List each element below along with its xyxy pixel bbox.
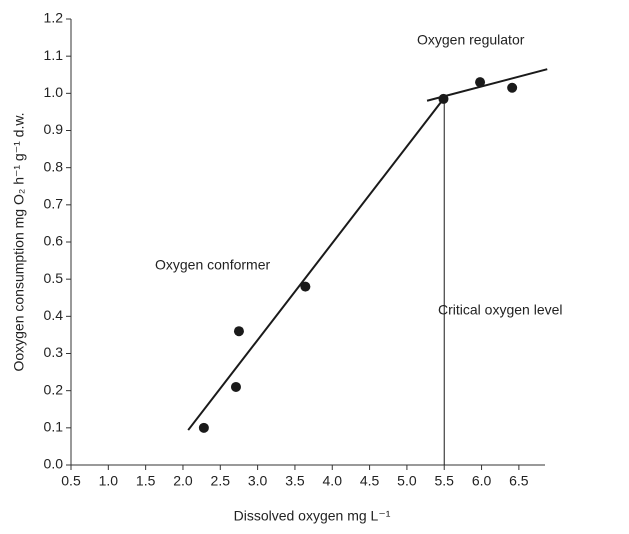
y-tick-label: 0.3 <box>44 344 64 360</box>
y-tick-label: 0.4 <box>44 307 64 323</box>
y-tick-label: 0.9 <box>44 121 64 137</box>
x-tick-label: 2.0 <box>173 473 193 489</box>
annotation: Oxygen conformer <box>155 257 270 273</box>
y-tick-label: 0.2 <box>44 381 64 397</box>
x-tick-label: 4.5 <box>360 473 380 489</box>
x-tick-label: 1.5 <box>136 473 156 489</box>
fit-line <box>187 98 445 431</box>
data-point <box>507 82 518 93</box>
x-tick-label: 4.0 <box>323 473 343 489</box>
data-point <box>300 281 311 292</box>
x-tick-label: 1.0 <box>99 473 119 489</box>
x-tick-label: 6.5 <box>509 473 529 489</box>
y-tick-label: 1.0 <box>44 84 64 100</box>
y-tick-label: 0.0 <box>44 456 64 472</box>
y-axis-label: Ooxygen consumption mg O₂ h⁻¹ g⁻¹ d.w. <box>11 112 27 371</box>
data-point <box>198 422 209 433</box>
data-point <box>438 93 449 104</box>
x-tick-label: 0.5 <box>61 473 81 489</box>
y-tick-label: 0.5 <box>44 270 64 286</box>
data-point <box>475 77 486 88</box>
y-tick-label: 0.7 <box>44 196 64 212</box>
x-axis-label: Dissolved oxygen mg L⁻¹ <box>234 508 391 524</box>
x-tick-label: 5.0 <box>397 473 417 489</box>
y-tick-label: 1.2 <box>44 10 64 26</box>
x-tick-label: 3.5 <box>285 473 305 489</box>
data-point <box>233 326 244 337</box>
y-tick-label: 0.6 <box>44 233 64 249</box>
annotation: Oxygen regulator <box>417 32 525 48</box>
annotation: Critical oxygen level <box>438 302 563 318</box>
x-tick-label: 5.5 <box>434 473 454 489</box>
y-tick-label: 0.8 <box>44 158 64 174</box>
x-tick-label: 6.0 <box>472 473 492 489</box>
y-tick-label: 0.1 <box>44 419 64 435</box>
y-tick-label: 1.1 <box>44 47 64 63</box>
x-tick-label: 2.5 <box>211 473 231 489</box>
x-tick-label: 3.0 <box>248 473 268 489</box>
data-point <box>230 381 241 392</box>
